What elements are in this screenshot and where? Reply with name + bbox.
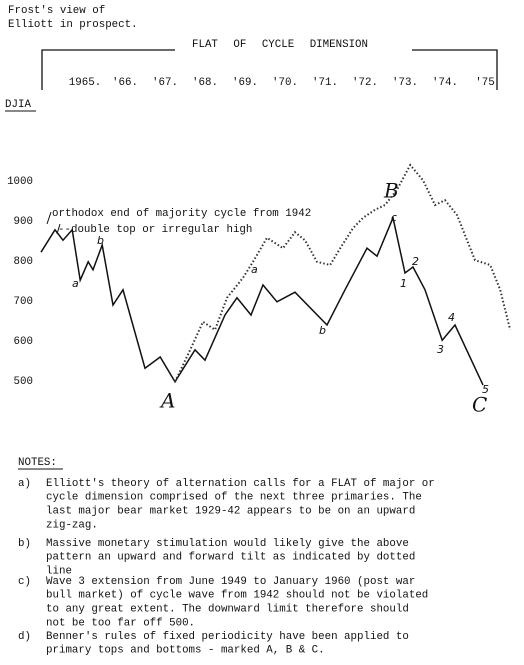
y-tick-label: 1000 bbox=[7, 176, 33, 188]
note-label: a) bbox=[18, 478, 31, 490]
note-line: to any great extent. The downward limit … bbox=[46, 603, 409, 615]
wave-label: c bbox=[391, 211, 397, 224]
note-line: Elliott's theory of alternation calls fo… bbox=[46, 478, 435, 490]
note-label: b) bbox=[18, 538, 31, 550]
x-tick-label: '68. bbox=[192, 77, 218, 89]
wave-label: a bbox=[251, 263, 258, 276]
x-tick-label: '74. bbox=[432, 77, 458, 89]
wave-label: A bbox=[159, 389, 175, 413]
note-line: last major bear market 1929-42 appears t… bbox=[46, 505, 415, 517]
note-line: not be too far off 500. bbox=[46, 617, 195, 629]
wave-label: 3 bbox=[437, 343, 444, 356]
y-axis-label: DJIA bbox=[5, 99, 31, 111]
x-tick-label: '67. bbox=[152, 77, 178, 89]
note-line: primary tops and bottoms - marked A, B &… bbox=[46, 645, 325, 657]
y-tick-label: 700 bbox=[14, 296, 33, 308]
note-line: pattern an upward and forward tilt as in… bbox=[46, 552, 415, 564]
banner: FLAT OF CYCLE DIMENSION bbox=[192, 39, 368, 51]
x-tick-label: '73. bbox=[392, 77, 418, 89]
wave-label: 5 bbox=[482, 383, 489, 396]
bracket bbox=[41, 49, 498, 90]
x-tick-label: '71. bbox=[312, 77, 338, 89]
note-line: cycle dimension comprised of the next th… bbox=[46, 492, 422, 504]
note-line: Massive monetary stimulation would likel… bbox=[46, 538, 409, 550]
wave-label: b bbox=[319, 324, 326, 337]
x-tick-label: '70. bbox=[272, 77, 298, 89]
note-label: d) bbox=[18, 631, 31, 643]
y-tick-label: 600 bbox=[14, 336, 33, 348]
note-line: bull market) of cycle wave from 1942 sho… bbox=[46, 590, 428, 602]
x-tick-label: '72. bbox=[352, 77, 378, 89]
wave-label: B bbox=[383, 179, 399, 203]
note-line: Benner's rules of fixed periodicity have… bbox=[46, 631, 409, 643]
y-tick-label: 800 bbox=[14, 256, 33, 268]
data-line bbox=[40, 215, 484, 386]
note-label: c) bbox=[18, 576, 31, 588]
x-tick-label: '75 bbox=[475, 77, 494, 89]
wave-label: b bbox=[97, 234, 104, 247]
notes-heading: NOTES: bbox=[18, 457, 57, 469]
header-note: Frost's view of bbox=[8, 5, 105, 17]
wave-label: 2 bbox=[412, 255, 419, 268]
note-line: Wave 3 extension from June 1949 to Janua… bbox=[46, 576, 415, 588]
header-note: Elliott in prospect. bbox=[8, 19, 138, 31]
note-line: line bbox=[46, 565, 72, 577]
y-tick-label: 500 bbox=[14, 376, 33, 388]
annotation: orthodox end of majority cycle from 1942 bbox=[52, 208, 311, 220]
x-tick-label: '66. bbox=[112, 77, 138, 89]
x-tick-label: 1965. bbox=[69, 77, 101, 89]
note-line: zig-zag. bbox=[46, 519, 98, 531]
annotation: --double top or irregular high bbox=[58, 224, 252, 236]
wave-label: C bbox=[472, 393, 487, 417]
data-line bbox=[174, 163, 512, 383]
x-tick-label: '69. bbox=[232, 77, 258, 89]
wave-label: 1 bbox=[400, 277, 407, 290]
wave-label: a bbox=[72, 277, 79, 290]
y-tick-label: 900 bbox=[14, 216, 33, 228]
wave-label: 4 bbox=[448, 311, 455, 324]
